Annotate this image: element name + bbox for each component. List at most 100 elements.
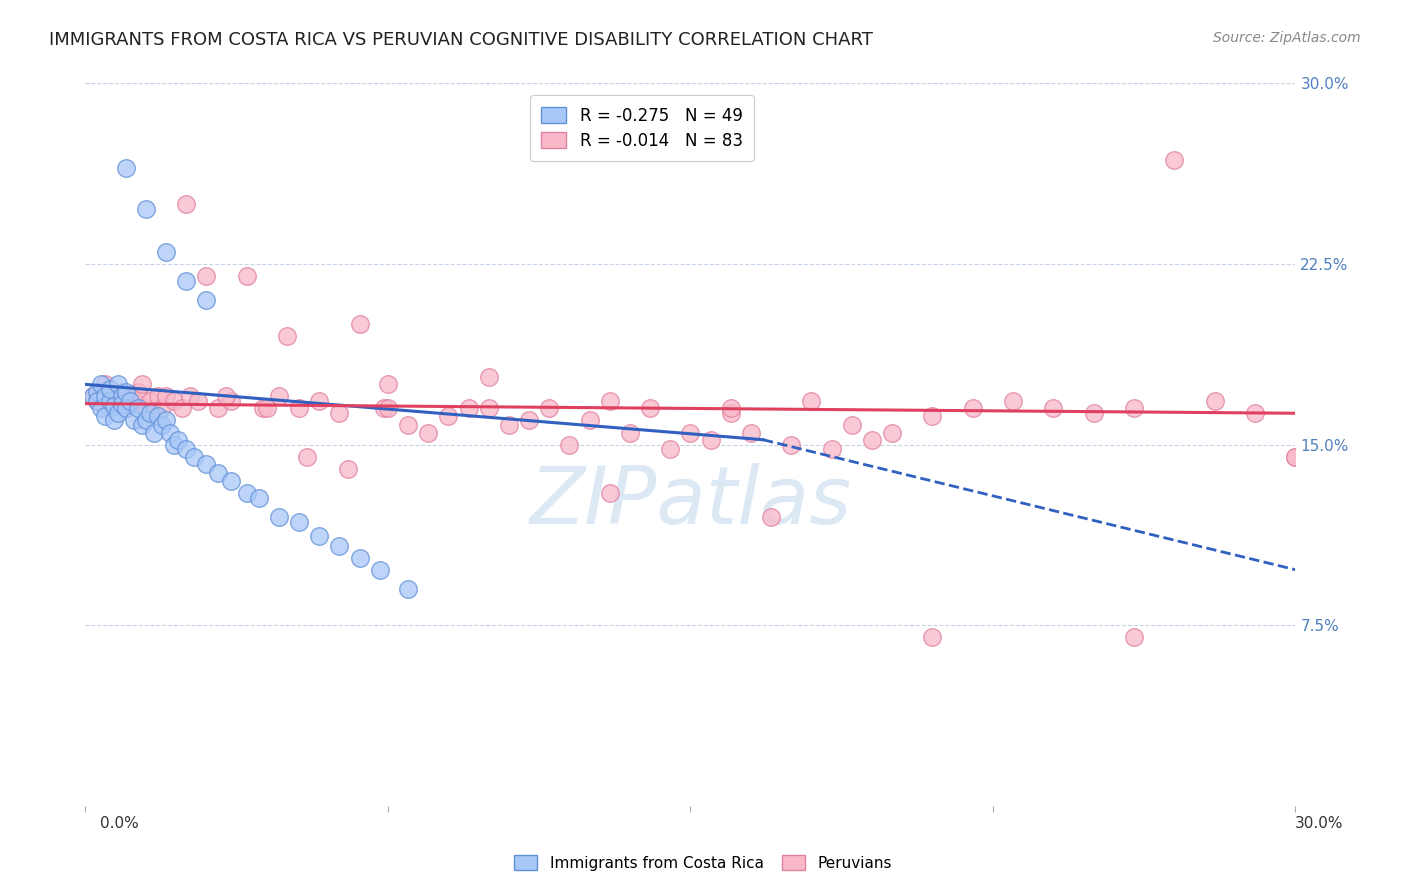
Point [179,389,201,403]
Point [127,384,149,399]
Point [1204,394,1226,409]
Point [256,401,278,416]
Point [127,401,149,416]
Point [82,389,104,403]
Point [478,401,501,416]
Point [368,563,391,577]
Point [215,389,238,403]
Text: 0.0%: 0.0% [100,816,139,830]
Point [780,437,803,451]
Point [921,409,943,423]
Point [1083,406,1105,420]
Point [86,384,108,399]
Point [377,401,399,416]
Point [619,425,641,440]
Point [163,437,186,451]
Point [131,377,153,392]
Point [498,418,520,433]
Point [328,406,350,420]
Point [90,377,112,392]
Point [418,425,440,440]
Point [921,630,943,644]
Point [174,274,197,288]
Point [396,418,419,433]
Point [114,401,136,416]
Point [308,529,330,543]
Point [1123,401,1146,416]
Point [139,406,162,420]
Point [599,485,621,500]
Point [167,433,190,447]
Point [1163,153,1185,168]
Point [308,394,330,409]
Point [349,550,371,565]
Point [110,396,132,410]
Text: ZIPatlas: ZIPatlas [529,463,852,541]
Point [288,401,311,416]
Text: 30.0%: 30.0% [1295,816,1343,830]
Point [1284,450,1306,464]
Point [962,401,984,416]
Point [174,196,197,211]
Point [1123,630,1146,644]
Point [142,406,165,420]
Point [122,413,145,427]
Point [131,418,153,433]
Point [172,401,194,416]
Point [659,442,682,457]
Point [195,293,218,307]
Point [146,389,169,403]
Point [578,413,600,427]
Point [699,433,721,447]
Point [457,401,479,416]
Point [437,409,460,423]
Point [114,401,136,416]
Point [880,425,903,440]
Point [86,394,108,409]
Point [135,413,157,427]
Point [195,268,218,283]
Point [118,394,141,409]
Point [114,384,136,399]
Point [740,425,762,440]
Point [373,401,395,416]
Point [247,491,270,505]
Point [187,394,209,409]
Point [800,394,823,409]
Point [90,384,112,399]
Point [336,461,359,475]
Point [107,377,129,392]
Text: Source: ZipAtlas.com: Source: ZipAtlas.com [1213,31,1361,45]
Point [276,329,298,343]
Point [396,582,419,596]
Point [841,418,863,433]
Point [267,509,290,524]
Point [295,450,318,464]
Point [135,202,157,216]
Point [122,394,145,409]
Point [288,515,311,529]
Point [142,425,165,440]
Point [94,377,117,392]
Point [328,539,350,553]
Point [377,377,399,392]
Point [155,413,177,427]
Point [103,413,125,427]
Point [207,467,229,481]
Point [150,401,173,416]
Point [98,401,121,416]
Point [820,442,842,457]
Point [759,509,782,524]
Point [720,406,742,420]
Point [679,425,702,440]
Point [1244,406,1267,420]
Point [155,389,177,403]
Legend: Immigrants from Costa Rica, Peruvians: Immigrants from Costa Rica, Peruvians [505,846,901,880]
Point [82,389,104,403]
Point [638,401,661,416]
Point [90,401,112,416]
Point [159,425,181,440]
Point [599,394,621,409]
Legend: R = -0.275   N = 49, R = -0.014   N = 83: R = -0.275 N = 49, R = -0.014 N = 83 [530,95,754,161]
Point [538,401,561,416]
